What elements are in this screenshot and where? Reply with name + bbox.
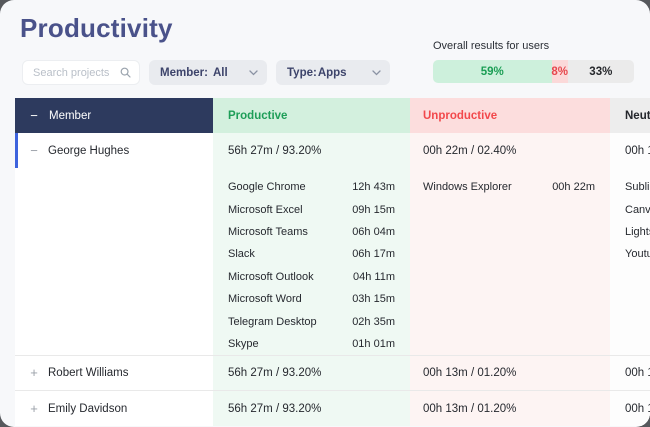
column-header-member: − Member xyxy=(15,98,213,133)
app-name: Slack xyxy=(228,248,255,261)
table-row-emily-davidson[interactable]: + Emily Davidson xyxy=(15,390,213,426)
member-header-label: Member xyxy=(49,109,92,122)
app-name: Windows Explorer xyxy=(423,181,512,194)
neutral-value: 00h 13m xyxy=(610,355,650,390)
unproductive-percent: 8% xyxy=(551,65,568,78)
member-name: Robert Williams xyxy=(48,367,129,379)
member-filter-value: All xyxy=(212,66,228,79)
app-name: Lightshot xyxy=(625,225,650,238)
expand-icon[interactable]: + xyxy=(30,400,38,416)
member-name: Emily Davidson xyxy=(48,402,128,415)
productive-total: 56h 27m / 93.20% xyxy=(228,144,322,157)
expand-icon[interactable]: + xyxy=(30,365,38,380)
type-filter-dropdown[interactable]: Type: Apps xyxy=(276,60,390,85)
list-item: Microsoft Word 03h 15m xyxy=(213,288,410,310)
app-name: Canva xyxy=(625,203,650,216)
productive-value: 56h 27m / 93.20% xyxy=(213,390,410,426)
unproductive-total: 00h 22m / 02.40% xyxy=(423,144,517,157)
overall-results: Overall results for users 59% 8% 33% xyxy=(433,40,638,83)
type-filter-value: Apps xyxy=(317,66,347,79)
column-header-neutral: Neutral xyxy=(610,98,650,133)
collapse-icon[interactable]: − xyxy=(30,142,38,158)
search-input[interactable] xyxy=(33,66,120,79)
type-filter-text: Type: Apps xyxy=(287,67,347,79)
column-header-unproductive: Unproductive xyxy=(410,98,610,133)
productive-app-list: Google Chrome 12h 43m Microsoft Excel 09h … xyxy=(213,176,410,355)
overall-results-bar: 59% 8% 33% xyxy=(433,60,634,83)
unproductive-segment: 8% xyxy=(551,60,568,83)
column-header-productive: Productive xyxy=(213,98,410,133)
list-item: Canva xyxy=(610,198,650,220)
filters-bar: Member: All Type: Apps xyxy=(22,60,390,85)
app-time: 06h 17m xyxy=(352,248,395,261)
list-item: Youtube xyxy=(610,243,650,265)
list-item: Lightshot xyxy=(610,221,650,243)
list-item: Microsoft Outlook 04h 11m xyxy=(213,266,410,288)
productive-segment: 59% xyxy=(433,60,552,83)
app-name: Google Chrome xyxy=(228,181,306,194)
unproductive-value: 00h 13m / 01.20% xyxy=(410,355,610,390)
app-name: Microsoft Excel xyxy=(228,203,303,216)
member-filter-text: Member: All xyxy=(160,67,228,79)
app-time: 04h 11m xyxy=(353,270,395,283)
member-filter-dropdown[interactable]: Member: All xyxy=(149,60,267,85)
search-icon xyxy=(120,67,131,78)
app-time: 00h 22m xyxy=(552,181,595,194)
expanded-row-member-cell: − George Hughes xyxy=(15,133,213,355)
neutral-total: 00h 13m xyxy=(625,144,650,157)
productive-percent: 59% xyxy=(480,65,504,78)
app-name: Skype xyxy=(228,337,259,350)
expanded-row-unproductive-cell: 00h 22m / 02.40% Windows Explorer 00h 22m xyxy=(410,133,610,355)
list-item: Microsoft Teams 06h 04m xyxy=(213,221,410,243)
app-time: 09h 15m xyxy=(352,203,395,216)
unproductive-value: 00h 13m / 01.20% xyxy=(410,390,610,426)
neutral-app-list: Sublime Canva Lightshot Youtube xyxy=(610,176,650,266)
neutral-header-label: Neutral xyxy=(625,109,650,122)
app-name: Youtube xyxy=(625,248,650,261)
productive-header-label: Productive xyxy=(228,109,288,122)
page-title: Productivity xyxy=(20,13,173,43)
expanded-row-neutral-cell: 00h 13m Sublime Canva Lightshot Youtube xyxy=(610,133,650,355)
expanded-row-productive-cell: 56h 27m / 93.20% Google Chrome 12h 43m Mi… xyxy=(213,133,410,355)
productive-value: 56h 27m / 93.20% xyxy=(213,355,410,390)
collapse-all-icon[interactable]: − xyxy=(30,107,38,123)
neutral-percent: 33% xyxy=(589,65,613,78)
list-item: Telegram Desktop 02h 35m xyxy=(213,310,410,332)
list-item: Google Chrome 12h 43m xyxy=(213,176,410,198)
app-name: Microsoft Teams xyxy=(228,225,308,238)
member-filter-label: Member: xyxy=(160,66,208,79)
member-name: George Hughes xyxy=(48,144,130,157)
overall-results-label: Overall results for users xyxy=(433,40,550,52)
app-time: 06h 04m xyxy=(352,225,395,238)
app-time: 12h 43m xyxy=(352,181,395,194)
table-row-george-hughes[interactable]: − George Hughes xyxy=(15,133,213,168)
app-name: Sublime xyxy=(625,181,650,194)
unproductive-header-label: Unproductive xyxy=(423,109,498,122)
app-name: Microsoft Word xyxy=(228,293,302,306)
list-item: Slack 06h 17m xyxy=(213,243,410,265)
type-filter-label: Type: xyxy=(287,66,317,79)
list-item: Windows Explorer 00h 22m xyxy=(410,176,610,198)
list-item: Sublime xyxy=(610,176,650,198)
productivity-table: − Member Productive Unproductive Neutral… xyxy=(15,98,650,426)
list-item: Microsoft Excel 09h 15m xyxy=(213,198,410,220)
neutral-segment: 33% xyxy=(567,60,634,83)
app-time: 02h 35m xyxy=(352,315,395,328)
chevron-down-icon xyxy=(249,69,258,75)
unproductive-app-list: Windows Explorer 00h 22m xyxy=(410,176,610,198)
search-box xyxy=(22,60,140,85)
table-row-robert-williams[interactable]: + Robert Williams xyxy=(15,355,213,390)
list-item: Skype 01h 01m xyxy=(213,333,410,355)
neutral-value: 00h 13m xyxy=(610,390,650,426)
app-time: 01h 01m xyxy=(352,337,395,350)
app-time: 03h 15m xyxy=(352,293,395,306)
chevron-down-icon xyxy=(372,69,381,75)
app-name: Microsoft Outlook xyxy=(228,270,314,283)
app-name: Telegram Desktop xyxy=(228,315,317,328)
